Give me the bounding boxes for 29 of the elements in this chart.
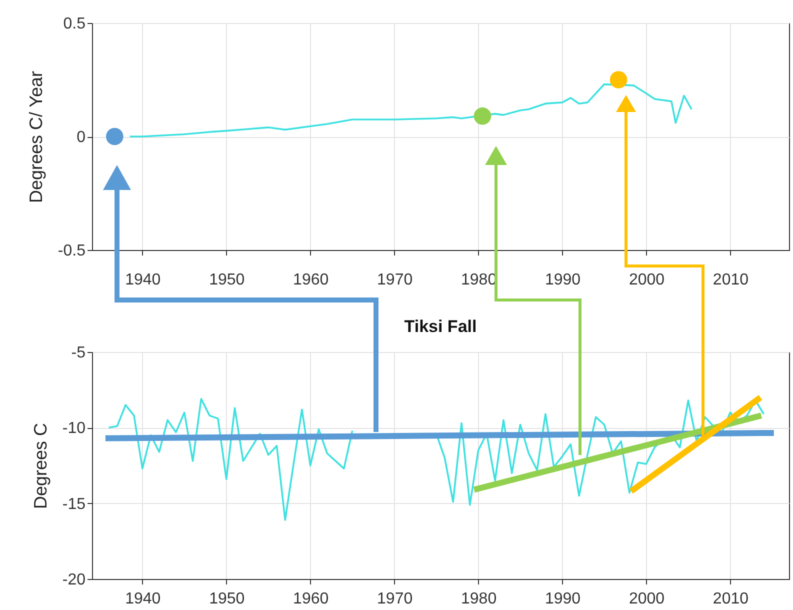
x-tick-label: 1990 <box>544 272 581 288</box>
x-tick-label: 1960 <box>293 590 329 608</box>
y-tick-label: -10 <box>62 420 86 438</box>
x-tick-label: 1980 <box>460 590 497 608</box>
x-tick-label: 1960 <box>293 272 329 288</box>
y-tick-label: -20 <box>62 572 86 588</box>
x-tick-label: 2010 <box>712 590 749 608</box>
x-tick-label: 1950 <box>209 272 245 288</box>
x-tick-label: 1950 <box>209 590 245 608</box>
x-tick-label: 1990 <box>544 590 581 608</box>
y-axis-title: Degrees C <box>30 422 50 510</box>
point <box>106 128 124 146</box>
y-tick-label: -15 <box>62 496 86 513</box>
point <box>474 107 492 125</box>
x-tick-label: 2010 <box>712 272 749 288</box>
y-axis-title: Degrees C/ Year <box>26 70 46 204</box>
x-tick-label: 1970 <box>377 590 413 608</box>
x-tick-label: 1970 <box>377 272 413 288</box>
point <box>610 71 628 88</box>
x-tick-label: 1940 <box>125 590 161 608</box>
line-series <box>128 83 692 138</box>
y-tick-label: 0 <box>76 129 86 146</box>
y-tick-label: -0.5 <box>58 242 86 260</box>
chart-title: Tiksi Fall <box>404 317 477 336</box>
x-tick-label: 2000 <box>628 272 665 288</box>
y-tick-label: -5 <box>71 344 86 362</box>
x-tick-label: 1940 <box>125 272 161 288</box>
y-tick-label: 0.5 <box>63 16 86 32</box>
x-tick-label: 2000 <box>628 590 665 608</box>
